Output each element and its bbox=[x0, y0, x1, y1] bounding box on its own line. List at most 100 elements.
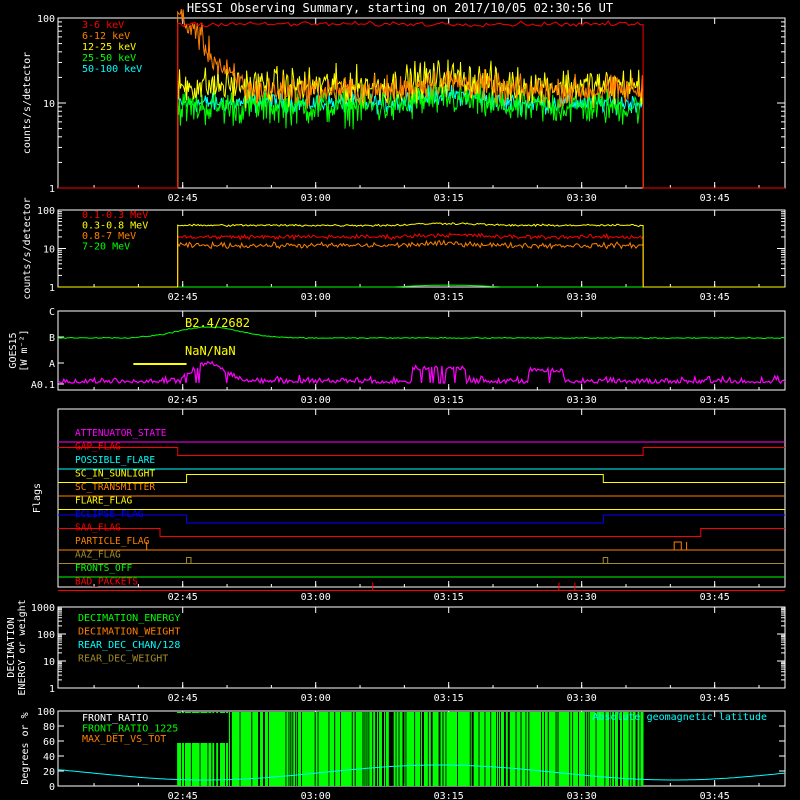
goes-annotation: NaN/NaN bbox=[185, 344, 236, 358]
legend-entry: FRONT_RATIO bbox=[82, 713, 148, 724]
series-line-3 bbox=[58, 79, 785, 189]
flag-label: FLARE_FLAG bbox=[75, 496, 132, 507]
y-tick-label: 80 bbox=[43, 722, 55, 733]
time-tick-label: 02:45 bbox=[168, 193, 198, 204]
time-tick-label: 03:00 bbox=[301, 791, 331, 800]
y-tick-label: 10 bbox=[43, 99, 55, 110]
front-ratio-bars bbox=[181, 712, 641, 786]
panel-frame bbox=[57, 310, 786, 391]
flag-line bbox=[58, 474, 785, 483]
flag-line bbox=[58, 447, 785, 456]
time-tick-label: 03:30 bbox=[567, 395, 597, 406]
y-tick-label: 0 bbox=[49, 782, 55, 793]
y-tick-label: 1 bbox=[49, 283, 55, 294]
time-tick-label: 03:45 bbox=[700, 693, 730, 704]
legend-entry: 25-50 keV bbox=[82, 53, 136, 64]
y-tick-label: 1000 bbox=[31, 603, 55, 614]
time-tick-label: 03:45 bbox=[700, 292, 730, 303]
goes-long-channel bbox=[57, 326, 786, 340]
y-tick-label: 40 bbox=[43, 752, 55, 763]
legend-entry: 3-6 keV bbox=[82, 20, 124, 31]
time-tick-label: 02:45 bbox=[168, 292, 198, 303]
geomagnetic-latitude-label: Absolute geomagnetic latitude bbox=[592, 712, 767, 723]
panel-frame bbox=[57, 408, 786, 588]
decim-ylabel-2: ENERGY or weight bbox=[17, 599, 28, 695]
legend-entry: 7-20 MeV bbox=[82, 242, 130, 253]
y-tick-label: C bbox=[49, 307, 55, 318]
y-tick-label: 1 bbox=[49, 684, 55, 695]
y-tick-label: 10 bbox=[43, 657, 55, 668]
plot-title: HESSI Observing Summary, starting on 201… bbox=[187, 1, 613, 15]
decim-ylabel: DECIMATION bbox=[6, 617, 17, 677]
panel-lowE: 02:45 03:00 03:15 03:30 03:45 1 10 100 counts/s/… bbox=[22, 8, 786, 204]
flag-label: AAZ_FLAG bbox=[75, 550, 121, 561]
legend-entry: FRONT_RATIO_1225 bbox=[82, 724, 178, 735]
flag-label: POSSIBLE_FLARE bbox=[75, 455, 155, 466]
y-tick-label: 100 bbox=[37, 630, 55, 641]
panel-decim: 02:45 03:00 03:15 03:30 03:45 1 10 100 1000 DECIM… bbox=[6, 599, 786, 704]
y-tick-label: 100 bbox=[37, 14, 55, 25]
time-tick-label: 03:15 bbox=[434, 791, 464, 800]
aaz-flag-spikes bbox=[186, 557, 609, 564]
geomagnetic-latitude-line bbox=[57, 764, 786, 781]
legend-entry: MAX_DET_VS_TOT bbox=[82, 734, 166, 745]
panel-flags: 02:45 03:00 03:15 03:30 03:45 Flags ATTENUATOR… bbox=[32, 408, 786, 603]
legend-background bbox=[78, 713, 228, 743]
time-tick-label: 03:00 bbox=[301, 693, 331, 704]
y-tick-label: B bbox=[49, 333, 55, 344]
legend-entry: DECIMATION_ENERGY bbox=[78, 613, 180, 624]
time-tick-label: 03:15 bbox=[434, 292, 464, 303]
legend-entry: 0.8-7 MeV bbox=[82, 231, 136, 242]
flag-label: FRONTS_OFF bbox=[75, 563, 132, 574]
y-tick-label: A bbox=[49, 359, 55, 370]
ratio-ylabel: Degrees or % bbox=[20, 712, 31, 784]
time-tick-label: 03:15 bbox=[434, 693, 464, 704]
highE-ylabel: counts/s/detector bbox=[22, 197, 33, 299]
flag-label: PARTICLE_FLAG bbox=[75, 536, 150, 547]
legend-entry: REAR_DEC_WEIGHT bbox=[78, 654, 168, 665]
goes-ylabel-units: [W m⁻²] bbox=[19, 329, 30, 371]
particle-flag-spikes bbox=[146, 541, 688, 550]
flag-label: SC_TRANSMITTER bbox=[75, 482, 155, 493]
series-line-1 bbox=[58, 8, 785, 189]
time-tick-label: 03:45 bbox=[700, 791, 730, 800]
y-tick-label: A0.1 bbox=[31, 380, 55, 391]
time-tick-label: 03:45 bbox=[700, 193, 730, 204]
goes-annotation: B2.4/2682 bbox=[185, 316, 250, 330]
y-tick-label: 60 bbox=[43, 737, 55, 748]
goes-short-channel bbox=[57, 360, 786, 385]
goes-ylabel: GOES15 bbox=[8, 332, 19, 368]
time-tick-label: 03:30 bbox=[567, 193, 597, 204]
legend-entry: 50-100 keV bbox=[82, 64, 142, 75]
lowE-ylabel: counts/s/detector bbox=[22, 52, 33, 154]
y-tick-label: 100 bbox=[37, 206, 55, 217]
time-tick-label: 03:15 bbox=[434, 592, 464, 603]
panel-frame bbox=[57, 606, 786, 689]
panel-ratio: 02:45 03:00 03:15 03:30 03:45 0 20 40 60 80 100 Deg… bbox=[20, 707, 786, 800]
legend-entry: DECIMATION_WEIGHT bbox=[78, 627, 180, 638]
panel-highE: 02:45 03:00 03:15 03:30 03:45 1 10 100 counts/s/… bbox=[22, 197, 786, 303]
y-tick-label: 1 bbox=[49, 184, 55, 195]
y-tick-label: 10 bbox=[43, 245, 55, 256]
panel-goes: 02:45 03:00 03:15 03:30 03:45 A0.1 A B C GOES15 [W… bbox=[8, 307, 786, 406]
legend-entry: 0.1-0.3 MeV bbox=[82, 210, 148, 221]
time-tick-label: 03:30 bbox=[567, 292, 597, 303]
legend-entry: REAR_DEC_CHAN/128 bbox=[78, 640, 180, 651]
time-tick-label: 03:00 bbox=[301, 395, 331, 406]
y-tick-label: 100 bbox=[37, 707, 55, 718]
series-line-0 bbox=[58, 20, 785, 189]
time-tick-label: 03:00 bbox=[301, 592, 331, 603]
time-tick-label: 03:00 bbox=[301, 193, 331, 204]
legend-entry: 6-12 keV bbox=[82, 31, 130, 42]
time-tick-label: 03:30 bbox=[567, 693, 597, 704]
flag-label: SC_IN_SUNLIGHT bbox=[75, 469, 155, 480]
time-tick-label: 02:45 bbox=[168, 791, 198, 800]
time-tick-label: 03:45 bbox=[700, 395, 730, 406]
series-line-2 bbox=[58, 239, 785, 288]
flag-label: ATTENUATOR_STATE bbox=[75, 428, 167, 439]
series-line-3 bbox=[58, 284, 785, 288]
time-tick-label: 03:30 bbox=[567, 592, 597, 603]
time-tick-label: 03:00 bbox=[301, 292, 331, 303]
y-tick-label: 20 bbox=[43, 767, 55, 778]
